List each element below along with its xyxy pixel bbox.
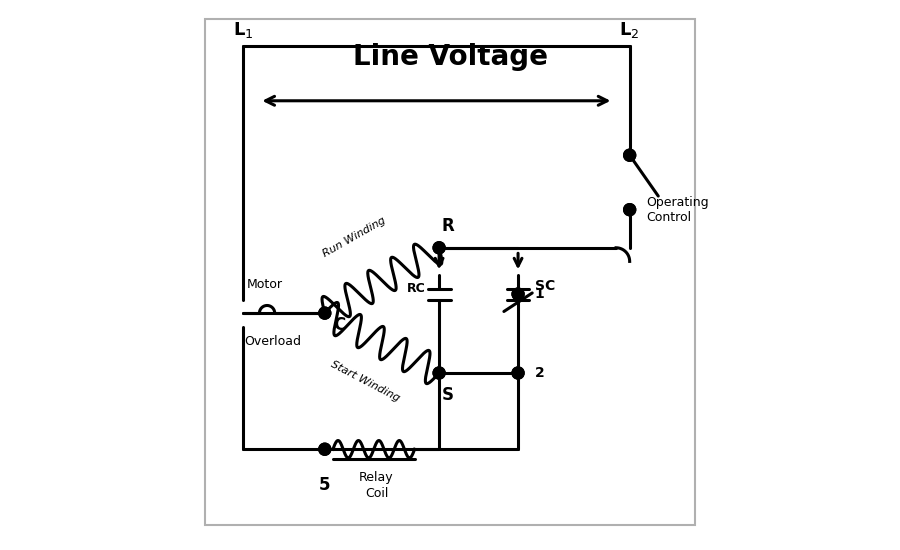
Circle shape: [433, 242, 446, 254]
Text: R: R: [442, 217, 454, 235]
Text: Relay: Relay: [359, 471, 394, 484]
Circle shape: [624, 204, 635, 216]
Circle shape: [624, 149, 635, 161]
Circle shape: [433, 367, 446, 379]
Text: 5: 5: [319, 476, 330, 494]
Text: Overload: Overload: [244, 335, 301, 348]
Circle shape: [319, 443, 331, 455]
Text: Line Voltage: Line Voltage: [353, 43, 547, 71]
Text: Motor: Motor: [247, 278, 283, 292]
Text: Coil: Coil: [364, 487, 388, 500]
Circle shape: [433, 367, 446, 379]
Circle shape: [624, 149, 635, 161]
Text: S: S: [442, 386, 454, 404]
Text: 2: 2: [535, 366, 544, 380]
Circle shape: [512, 367, 524, 379]
Text: L$_1$: L$_1$: [233, 20, 254, 40]
Circle shape: [512, 367, 524, 379]
Text: Run Winding: Run Winding: [321, 215, 388, 258]
Text: Start Winding: Start Winding: [329, 359, 401, 404]
Circle shape: [624, 204, 635, 216]
Circle shape: [512, 288, 524, 300]
Circle shape: [319, 443, 331, 455]
Text: L$_2$: L$_2$: [619, 20, 640, 40]
Text: C: C: [333, 316, 346, 334]
Circle shape: [319, 307, 331, 319]
Circle shape: [433, 242, 446, 254]
Text: 1: 1: [535, 287, 544, 301]
Text: SC: SC: [535, 279, 555, 293]
Text: Operating
Control: Operating Control: [646, 196, 708, 224]
Circle shape: [319, 307, 331, 319]
Circle shape: [512, 288, 524, 300]
Text: RC: RC: [407, 282, 426, 295]
